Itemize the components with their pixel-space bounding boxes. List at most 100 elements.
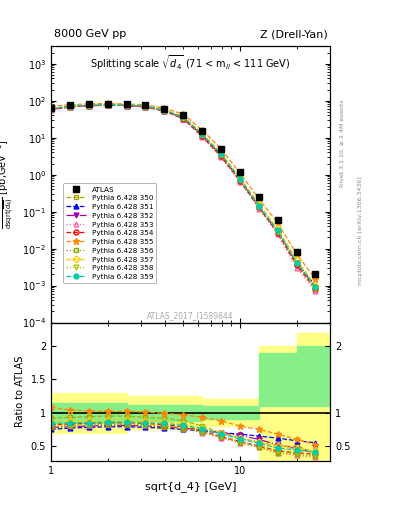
Pythia 6.428 354 — [238, 178, 242, 184]
Pythia 6.428 358 — [49, 106, 53, 112]
ATLAS — [200, 128, 205, 134]
Pythia 6.428 351 — [181, 115, 185, 121]
Pythia 6.428 355 — [313, 276, 318, 282]
Pythia 6.428 356 — [124, 102, 129, 109]
Pythia 6.428 357 — [294, 257, 299, 263]
Pythia 6.428 354 — [219, 154, 224, 160]
Pythia 6.428 353 — [143, 104, 148, 110]
Pythia 6.428 350 — [181, 115, 185, 121]
Pythia 6.428 353 — [294, 265, 299, 271]
Pythia 6.428 354 — [106, 102, 110, 108]
Pythia 6.428 359 — [219, 151, 224, 157]
Pythia 6.428 351 — [257, 204, 261, 210]
Pythia 6.428 357 — [124, 101, 129, 108]
Y-axis label: $\frac{d\sigma}{d\mathrm{sqrt}(\overline{d_{4}})}$ [pb,GeV$^{-1}$]: $\frac{d\sigma}{d\mathrm{sqrt}(\overline… — [0, 139, 17, 229]
Pythia 6.428 350 — [313, 286, 318, 292]
Pythia 6.428 354 — [275, 229, 280, 236]
Pythia 6.428 357 — [86, 102, 91, 108]
Pythia 6.428 358 — [86, 102, 91, 109]
Pythia 6.428 358 — [124, 102, 129, 108]
Line: Pythia 6.428 354: Pythia 6.428 354 — [49, 103, 318, 292]
Pythia 6.428 350 — [143, 103, 148, 110]
Pythia 6.428 356 — [257, 204, 261, 210]
Pythia 6.428 359 — [181, 114, 185, 120]
Pythia 6.428 351 — [200, 133, 205, 139]
Pythia 6.428 356 — [106, 102, 110, 108]
Pythia 6.428 353 — [49, 106, 53, 113]
Pythia 6.428 357 — [257, 201, 261, 207]
Pythia 6.428 358 — [68, 103, 72, 110]
Line: Pythia 6.428 351: Pythia 6.428 351 — [49, 103, 318, 288]
Pythia 6.428 355 — [143, 102, 148, 108]
ATLAS — [162, 106, 167, 112]
ATLAS — [68, 102, 72, 109]
Pythia 6.428 353 — [181, 116, 185, 122]
Pythia 6.428 355 — [106, 100, 110, 106]
Pythia 6.428 353 — [124, 103, 129, 109]
Pythia 6.428 350 — [86, 102, 91, 109]
Pythia 6.428 357 — [275, 225, 280, 231]
Pythia 6.428 354 — [143, 104, 148, 110]
X-axis label: sqrt{d_4} [GeV]: sqrt{d_4} [GeV] — [145, 481, 236, 492]
Pythia 6.428 355 — [86, 101, 91, 107]
Pythia 6.428 354 — [162, 108, 167, 114]
Pythia 6.428 352 — [257, 204, 261, 210]
Text: Rivet 3.1.10, ≥ 2.4M events: Rivet 3.1.10, ≥ 2.4M events — [340, 99, 345, 187]
Pythia 6.428 359 — [162, 107, 167, 113]
Pythia 6.428 351 — [106, 102, 110, 108]
Pythia 6.428 358 — [238, 176, 242, 182]
Pythia 6.428 350 — [257, 203, 261, 209]
Pythia 6.428 355 — [124, 101, 129, 107]
Pythia 6.428 358 — [200, 132, 205, 138]
Pythia 6.428 358 — [294, 260, 299, 266]
ATLAS — [143, 102, 148, 109]
Pythia 6.428 351 — [143, 104, 148, 110]
Pythia 6.428 354 — [49, 106, 53, 113]
Pythia 6.428 357 — [313, 283, 318, 289]
Line: Pythia 6.428 358: Pythia 6.428 358 — [49, 102, 318, 292]
Pythia 6.428 353 — [219, 154, 224, 160]
Pythia 6.428 351 — [313, 283, 318, 289]
Pythia 6.428 353 — [313, 288, 318, 294]
Pythia 6.428 356 — [238, 177, 242, 183]
Line: Pythia 6.428 355: Pythia 6.428 355 — [48, 100, 319, 283]
Y-axis label: Ratio to ATLAS: Ratio to ATLAS — [15, 356, 25, 428]
Pythia 6.428 358 — [143, 103, 148, 110]
Pythia 6.428 359 — [86, 102, 91, 108]
Pythia 6.428 356 — [200, 133, 205, 139]
Pythia 6.428 355 — [275, 220, 280, 226]
Pythia 6.428 352 — [86, 102, 91, 109]
Pythia 6.428 355 — [200, 127, 205, 133]
Pythia 6.428 352 — [143, 103, 148, 110]
Pythia 6.428 353 — [86, 103, 91, 109]
Pythia 6.428 356 — [313, 284, 318, 290]
Pythia 6.428 352 — [294, 260, 299, 266]
Pythia 6.428 359 — [106, 101, 110, 108]
Pythia 6.428 351 — [49, 106, 53, 113]
Pythia 6.428 352 — [106, 102, 110, 108]
Line: Pythia 6.428 353: Pythia 6.428 353 — [49, 103, 318, 294]
Line: Pythia 6.428 359: Pythia 6.428 359 — [49, 102, 318, 290]
Pythia 6.428 358 — [181, 115, 185, 121]
Pythia 6.428 357 — [219, 150, 224, 156]
ATLAS — [275, 217, 280, 223]
ATLAS — [181, 112, 185, 118]
Pythia 6.428 353 — [68, 104, 72, 110]
Pythia 6.428 358 — [162, 107, 167, 113]
Pythia 6.428 352 — [181, 115, 185, 121]
Line: Pythia 6.428 352: Pythia 6.428 352 — [49, 102, 318, 290]
Text: 8000 GeV pp: 8000 GeV pp — [54, 29, 126, 39]
Pythia 6.428 351 — [219, 153, 224, 159]
Pythia 6.428 350 — [162, 107, 167, 113]
Pythia 6.428 356 — [162, 108, 167, 114]
Pythia 6.428 353 — [106, 102, 110, 109]
Pythia 6.428 352 — [238, 177, 242, 183]
ATLAS — [257, 194, 261, 200]
Pythia 6.428 359 — [294, 260, 299, 266]
Pythia 6.428 351 — [86, 103, 91, 109]
Text: ATLAS_2017_I1589844: ATLAS_2017_I1589844 — [147, 311, 234, 320]
Pythia 6.428 356 — [68, 103, 72, 110]
Pythia 6.428 355 — [294, 251, 299, 258]
Pythia 6.428 352 — [162, 108, 167, 114]
Pythia 6.428 356 — [219, 153, 224, 159]
